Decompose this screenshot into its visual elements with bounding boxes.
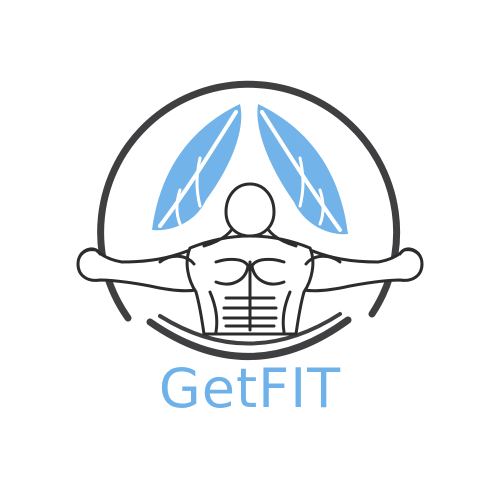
- ring-icon: [97, 80, 401, 322]
- left-leaf-icon: [152, 104, 242, 231]
- brand-name: GetFIT: [158, 357, 342, 420]
- ring-lower-icon: [146, 316, 352, 360]
- ring-inner-arc-icon: [158, 312, 342, 346]
- right-leaf-icon: [257, 104, 348, 235]
- bodybuilder-icon: [76, 182, 424, 336]
